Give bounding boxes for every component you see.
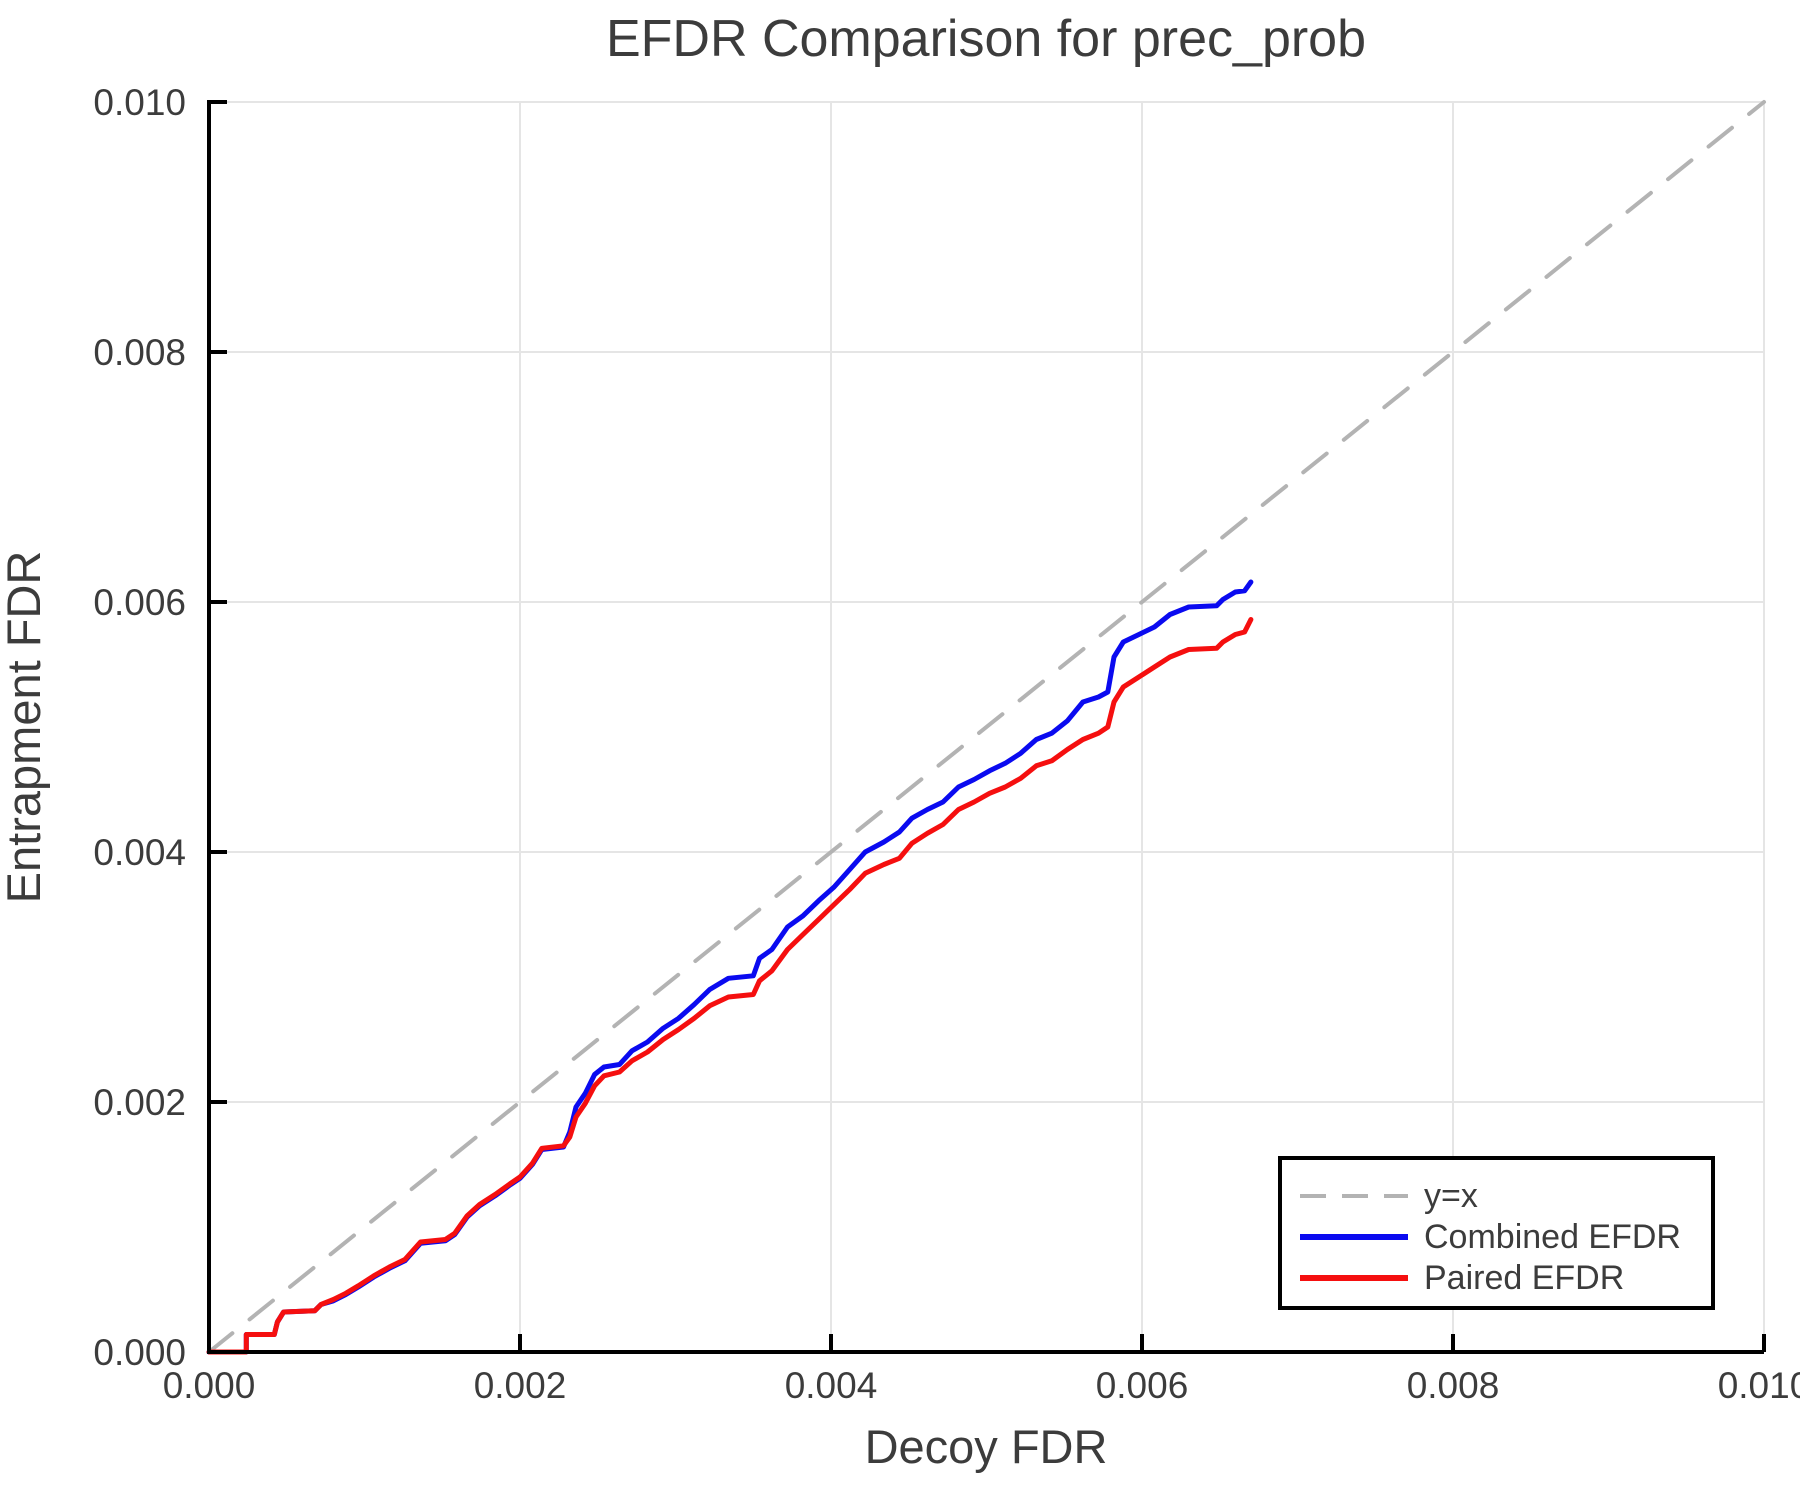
y-tick-labels: 0.000 0.002 0.004 0.006 0.008 0.010 — [93, 82, 186, 1373]
legend-box — [1278, 1156, 1715, 1310]
gridlines — [209, 101, 1765, 1352]
y-axis-label: Entrapment FDR — [0, 551, 50, 904]
x-tick-labels: 0.000 0.002 0.004 0.006 0.008 0.010 — [163, 1365, 1800, 1406]
y-tick-label: 0.004 — [93, 832, 186, 873]
legend-label-combined: Combined EFDR — [1424, 1218, 1681, 1256]
x-tick-label: 0.000 — [163, 1365, 256, 1406]
legend: y=x Combined EFDR Paired EFDR — [1278, 1156, 1715, 1310]
series-paired-efdr — [206, 617, 1254, 1355]
plot-series — [206, 100, 1766, 1355]
x-tick-label: 0.010 — [1718, 1365, 1800, 1406]
y-tick-label: 0.000 — [93, 1332, 186, 1373]
y-tick-label: 0.002 — [93, 1082, 186, 1123]
y-tick-label: 0.006 — [93, 582, 186, 623]
chart-title: EFDR Comparison for prec_prob — [606, 10, 1366, 68]
x-axis-label: Decoy FDR — [865, 1420, 1108, 1473]
legend-label-paired: Paired EFDR — [1424, 1259, 1624, 1297]
x-tick-label: 0.008 — [1407, 1365, 1500, 1406]
x-tick-label: 0.002 — [474, 1365, 567, 1406]
x-tick-label: 0.004 — [785, 1365, 878, 1406]
legend-label-reference: y=x — [1424, 1177, 1478, 1215]
x-tick-label: 0.006 — [1096, 1365, 1189, 1406]
axis-spines — [207, 100, 1764, 1354]
y-tick-label: 0.008 — [93, 332, 186, 373]
y-tick-label: 0.010 — [93, 82, 186, 123]
series-y-x — [207, 100, 1766, 1354]
tick-marks — [207, 100, 1766, 1354]
series-combined-efdr — [206, 579, 1254, 1355]
